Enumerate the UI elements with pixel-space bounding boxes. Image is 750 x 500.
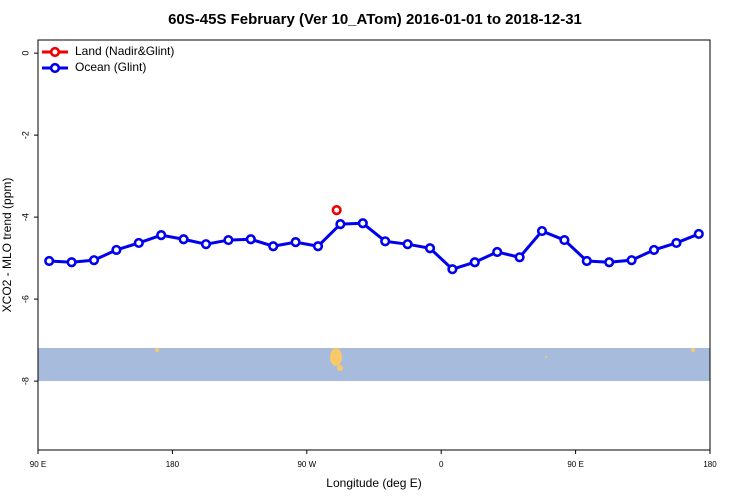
plot-frame [37,39,711,451]
data-point [223,234,234,246]
data-point [469,257,480,268]
data-point [693,228,704,240]
legend-label: Ocean (Glint) [75,60,146,74]
y-tick-label: -8 [20,377,30,385]
data-point [111,244,122,256]
series-line [49,221,700,271]
data-point [66,257,77,268]
y-tick-label: -6 [20,295,30,303]
map-land [155,348,695,371]
legend-label: Land (Nadir&Glint) [75,44,174,58]
data-point [648,244,660,256]
data-point [447,264,458,275]
data-point [402,239,413,250]
legend-marker [49,62,61,74]
data-point [536,225,548,237]
y-tick-label: -2 [20,131,30,139]
data-point [514,252,525,263]
map-ocean [38,348,710,381]
chart-title: 60S-45S February (Ver 10_ATom) 2016-01-0… [168,11,582,28]
x-tick-label: 0 [439,460,444,469]
data-point [44,255,55,267]
data-point [424,243,436,254]
x-tick-label: 90 E [567,460,583,469]
data-point [133,237,144,249]
data-point [559,234,570,246]
x-tick-label: 90 E [30,460,46,469]
data-point [312,241,324,252]
x-tick-label: 180 [703,460,717,469]
data-point [671,237,682,249]
data-point [200,239,212,250]
data-point [88,255,100,266]
data-point [492,246,503,258]
data-point [268,241,279,252]
data-point [357,218,368,229]
data-point [335,218,346,230]
x-tick-label: 90 W [297,460,316,469]
y-tick-label: -4 [20,213,30,221]
data-point [626,255,637,266]
data-point [331,205,342,216]
y-axis-label: XCO2 - MLO trend (ppm) [0,178,14,313]
y-tick-label: 0 [20,51,30,56]
x-axis-label: Longitude (deg E) [326,476,421,490]
data-point [156,230,167,241]
x-tick-label: 180 [166,460,180,469]
data-point [178,234,189,245]
data-point [245,234,256,245]
data-point [380,236,391,247]
legend-marker [49,46,61,58]
data-point [604,257,615,268]
data-point [290,237,301,248]
data-point [581,255,592,267]
